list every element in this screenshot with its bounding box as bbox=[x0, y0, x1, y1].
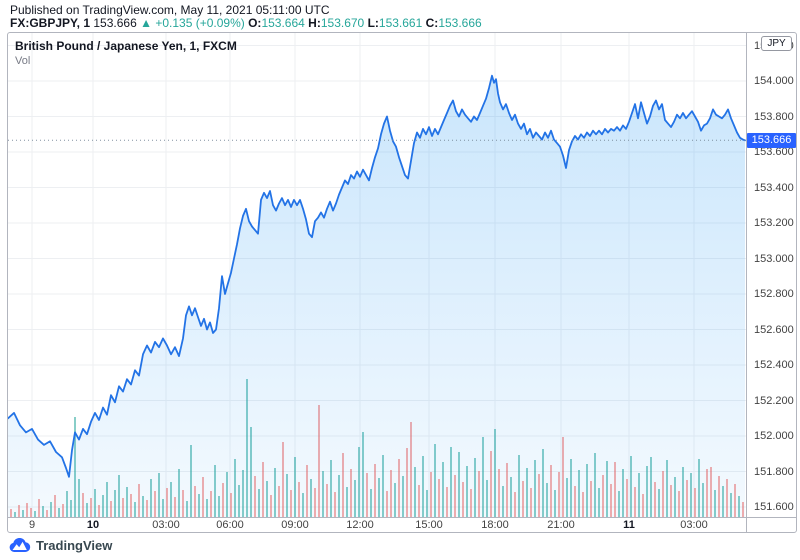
close-label: C: bbox=[425, 16, 439, 30]
close-value: 153.666 bbox=[438, 16, 482, 30]
time-axis-label: 9 bbox=[28, 519, 36, 531]
time-axis[interactable]: 9 10 03:00 06:00 09:00 12:00 15:00 18:00 21:00 11… bbox=[8, 518, 746, 532]
low-label: L: bbox=[367, 16, 379, 30]
volume-indicator-label: Vol bbox=[15, 55, 31, 67]
price-axis-label: 152.400 bbox=[754, 359, 794, 371]
price-axis-label: 152.000 bbox=[754, 430, 794, 442]
currency-toggle-button[interactable]: JPY bbox=[761, 36, 792, 51]
time-axis-separator bbox=[8, 517, 796, 518]
time-axis-label: 09:00 bbox=[281, 519, 309, 531]
time-axis-label: 03:00 bbox=[680, 519, 708, 531]
price-axis-label: 153.600 bbox=[754, 146, 794, 158]
price-axis-label: 154.000 bbox=[754, 75, 794, 87]
open-label: O: bbox=[248, 16, 262, 30]
time-axis-label: 12:00 bbox=[346, 519, 374, 531]
up-arrow-icon: ▲ bbox=[140, 16, 152, 30]
time-axis-label: 11 bbox=[623, 519, 635, 531]
price-axis-label: 151.600 bbox=[754, 501, 794, 513]
price-axis-label: 151.800 bbox=[754, 465, 794, 478]
symbol-name: FX:GBPJPY, 1 bbox=[10, 16, 91, 30]
price-area-fill bbox=[8, 75, 745, 517]
tradingview-logo[interactable]: TradingView bbox=[9, 538, 112, 553]
high-value: 153.670 bbox=[320, 16, 365, 30]
low-value: 153.661 bbox=[378, 16, 423, 30]
price-axis-label: 152.200 bbox=[754, 394, 794, 407]
last-price: 153.666 bbox=[93, 16, 137, 30]
price-axis-separator bbox=[746, 33, 747, 532]
price-axis-label: 153.000 bbox=[754, 252, 794, 265]
price-line bbox=[8, 74, 746, 478]
time-axis-label: 03:00 bbox=[152, 519, 180, 531]
high-label: H: bbox=[308, 16, 321, 30]
price-axis[interactable]: JPY 153.666 154.200154.000153.800153.600… bbox=[747, 33, 796, 517]
tradingview-wordmark: TradingView bbox=[36, 538, 113, 553]
tradingview-cloud-icon bbox=[9, 538, 31, 553]
price-change: +0.135 (+0.09%) bbox=[155, 16, 245, 30]
time-axis-label: 15:00 bbox=[415, 519, 443, 531]
price-axis-label: 152.600 bbox=[754, 323, 794, 336]
symbol-info-bar: FX:GBPJPY, 1 153.666 ▲ +0.135 (+0.09%) O… bbox=[10, 16, 482, 30]
published-line: Published on TradingView.com, May 11, 20… bbox=[10, 3, 330, 17]
price-axis-label: 153.200 bbox=[754, 217, 794, 229]
price-axis-label: 153.800 bbox=[754, 110, 794, 123]
price-axis-label: 153.400 bbox=[754, 181, 794, 194]
chart-panel[interactable]: British Pound / Japanese Yen, 1, FXCM Vo… bbox=[7, 32, 797, 533]
open-value: 153.664 bbox=[261, 16, 305, 30]
chart-title: British Pound / Japanese Yen, 1, FXCM bbox=[15, 39, 237, 53]
time-axis-label: 10 bbox=[86, 519, 100, 531]
time-axis-label: 18:00 bbox=[481, 519, 509, 531]
time-axis-label: 06:00 bbox=[216, 519, 244, 531]
price-axis-label: 152.800 bbox=[754, 288, 794, 300]
price-area-chart[interactable] bbox=[8, 33, 746, 517]
current-price-tag: 153.666 bbox=[747, 132, 796, 148]
time-axis-label: 21:00 bbox=[547, 519, 575, 531]
